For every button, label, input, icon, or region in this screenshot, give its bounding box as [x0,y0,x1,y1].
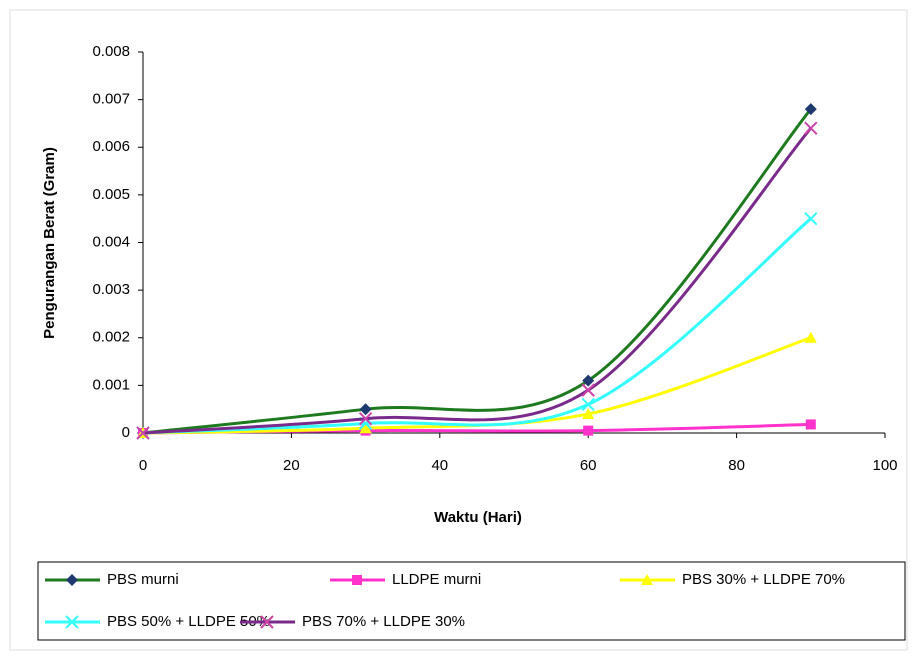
y-tick-label: 0.005 [92,186,130,203]
marker [805,213,817,225]
legend-marker [352,575,362,585]
x-tick-label: 100 [872,457,897,474]
series-line [143,109,811,433]
y-axis-title: Pengurangan Berat (Gram) [41,147,58,339]
legend-label: PBS murni [107,571,179,588]
legend-label: PBS 70% + LLDPE 30% [302,613,465,630]
x-axis-title: Waktu (Hari) [434,509,522,526]
series-line [143,128,811,433]
x-tick-label: 40 [431,457,448,474]
chart: Waktu (Hari) Pengurangan Berat (Gram) 00… [0,0,917,655]
x-tick-label: 80 [728,457,745,474]
legend-label: PBS 30% + LLDPE 70% [682,571,845,588]
y-tick-label: 0.002 [92,329,130,346]
x-tick-label: 60 [580,457,597,474]
chart-border [10,10,907,650]
y-tick-label: 0.003 [92,281,130,298]
marker [805,122,817,134]
x-tick-label: 0 [139,457,147,474]
series-line [143,219,811,433]
legend-label: LLDPE murni [392,571,481,588]
y-tick-label: 0 [122,424,130,441]
y-tick-label: 0.006 [92,138,130,155]
y-tick-label: 0.008 [92,43,130,60]
marker [806,419,816,429]
y-tick-label: 0.001 [92,376,130,393]
y-tick-label: 0.007 [92,91,130,108]
marker [805,332,817,343]
marker [583,426,593,436]
y-tick-label: 0.004 [92,233,130,250]
x-tick-label: 20 [283,457,300,474]
